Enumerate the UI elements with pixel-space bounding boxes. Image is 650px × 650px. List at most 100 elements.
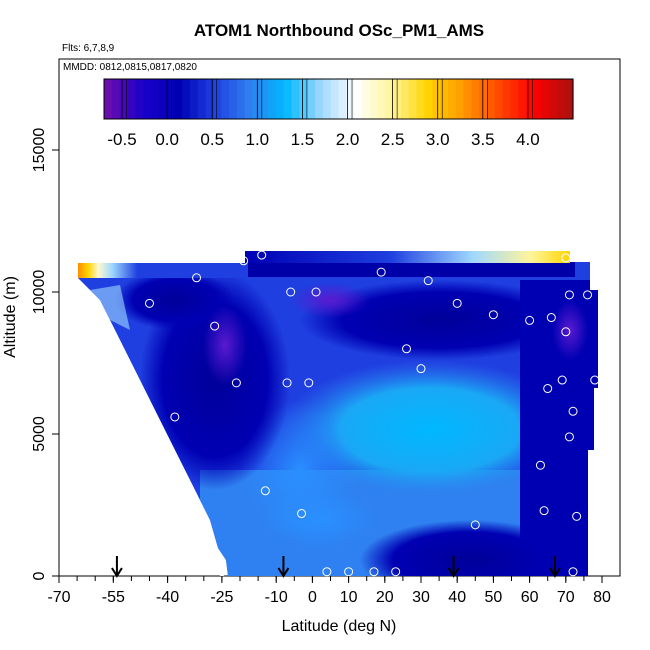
sample-point: [376, 267, 386, 277]
colorbar-tick-label: 0.0: [155, 130, 179, 149]
sample-point: [304, 378, 314, 388]
colorbar-segment: [283, 79, 293, 119]
colorbar-segment: [354, 79, 363, 119]
flights-note: Flts: 6,7,8,9: [62, 43, 115, 54]
colorbar-segment: [424, 79, 433, 119]
colorbar-segment: [463, 79, 472, 119]
x-tick-label: 70: [557, 589, 575, 606]
colorbar-segment: [127, 79, 136, 119]
sample-point: [192, 273, 202, 283]
colorbar-segment: [291, 79, 301, 119]
colorbar-tick-label: 4.0: [516, 130, 540, 149]
colorbar-tick-label: 1.5: [291, 130, 315, 149]
dates-note: MMDD: 0812,0815,0817,0820: [63, 62, 197, 73]
colorbar-segment: [557, 79, 566, 119]
colorbar-segment: [510, 79, 519, 119]
sample-point: [260, 486, 270, 496]
colorbar-segment: [541, 79, 551, 119]
latitude-arrow: [549, 556, 561, 578]
colorbar-segment: [260, 79, 269, 119]
sample-point: [61, 261, 71, 271]
colorbar-segment: [361, 79, 371, 119]
sample-point: [423, 276, 433, 286]
sample-point: [564, 432, 574, 442]
sample-point: [286, 287, 296, 297]
sample-point: [282, 378, 292, 388]
y-tick-label: 10000: [31, 270, 48, 315]
colorbar-segment: [104, 79, 113, 119]
sample-point: [311, 287, 321, 297]
sample-point: [583, 290, 593, 300]
colorbar-segment: [299, 79, 308, 119]
sample-point: [231, 378, 241, 388]
sample-points: [61, 250, 600, 577]
x-tick-label: 80: [593, 589, 611, 606]
colorbar-segment: [432, 79, 441, 119]
x-axis: -70 -55 -40 -25 -10 0 10 20 30 40 50 60 70 80: [47, 576, 611, 606]
colorbar-segment: [401, 79, 410, 119]
x-tick-label: -55: [102, 589, 125, 606]
colorbar-tick-label: 3.5: [471, 130, 495, 149]
sample-point: [572, 511, 582, 521]
sample-point: [470, 520, 480, 530]
x-tick-label: 20: [376, 589, 394, 606]
colorbar-segment: [174, 79, 183, 119]
colorbar-segment: [268, 79, 277, 119]
y-tick-label: 15000: [31, 128, 48, 173]
sample-point: [590, 375, 600, 385]
y-axis: 0 5000 10000 15000: [31, 128, 59, 580]
colorbar-segment: [471, 79, 480, 119]
colorbar-tick-label: 3.0: [426, 130, 450, 149]
colorbar-segment: [338, 79, 347, 119]
sample-point: [391, 567, 401, 577]
colorbar-segment: [408, 79, 418, 119]
x-tick-label: -25: [210, 589, 233, 606]
sample-point: [416, 364, 426, 374]
x-tick-label: -40: [156, 589, 179, 606]
x-tick-label: -10: [265, 589, 288, 606]
x-tick-label: 10: [340, 589, 358, 606]
colorbar-segment: [150, 79, 160, 119]
x-axis-label: Latitude (deg N): [282, 618, 397, 635]
colorbar-segment: [322, 79, 332, 119]
colorbar-segment: [487, 79, 496, 119]
colorbar-segment: [205, 79, 215, 119]
colorbar-segment: [275, 79, 285, 119]
colorbar-segment: [565, 79, 574, 119]
colorbar-segment: [549, 79, 558, 119]
latitude-arrows: [111, 556, 561, 578]
colorbar-segment: [221, 79, 230, 119]
sample-point: [561, 327, 571, 337]
sample-point: [539, 506, 549, 516]
colorbar-segment: [189, 79, 199, 119]
colorbar-tick-label: 2.5: [381, 130, 405, 149]
colorbar-tick-label: 2.0: [336, 130, 360, 149]
colorbar-segment: [369, 79, 379, 119]
colorbar-segment: [447, 79, 457, 119]
colorbar-segment: [385, 79, 394, 119]
colorbar-segment: [330, 79, 340, 119]
x-tick-label: 50: [485, 589, 503, 606]
x-tick-label: -70: [47, 589, 70, 606]
x-tick-label: 30: [412, 589, 430, 606]
colorbar-segment: [158, 79, 168, 119]
colorbar-segment: [494, 79, 504, 119]
sample-point: [369, 567, 379, 577]
colorbar-segment: [143, 79, 152, 119]
colorbar-segment: [533, 79, 543, 119]
chart-title: ATOM1 Northbound OSc_PM1_AMS: [194, 21, 484, 40]
colorbar-segment: [346, 79, 355, 119]
sample-point: [525, 315, 535, 325]
colorbar-segment: [135, 79, 144, 119]
colorbar-segment: [119, 79, 129, 119]
colorbar-segment: [479, 79, 488, 119]
colorbar-segment: [213, 79, 222, 119]
colorbar-segment: [502, 79, 512, 119]
colorbar-segment: [236, 79, 246, 119]
sample-point: [239, 256, 249, 266]
colorbar-tick-label: 1.0: [246, 130, 270, 149]
y-tick-label: 0: [31, 571, 48, 580]
colorbar-segment: [526, 79, 535, 119]
latitude-arrow: [277, 556, 290, 578]
